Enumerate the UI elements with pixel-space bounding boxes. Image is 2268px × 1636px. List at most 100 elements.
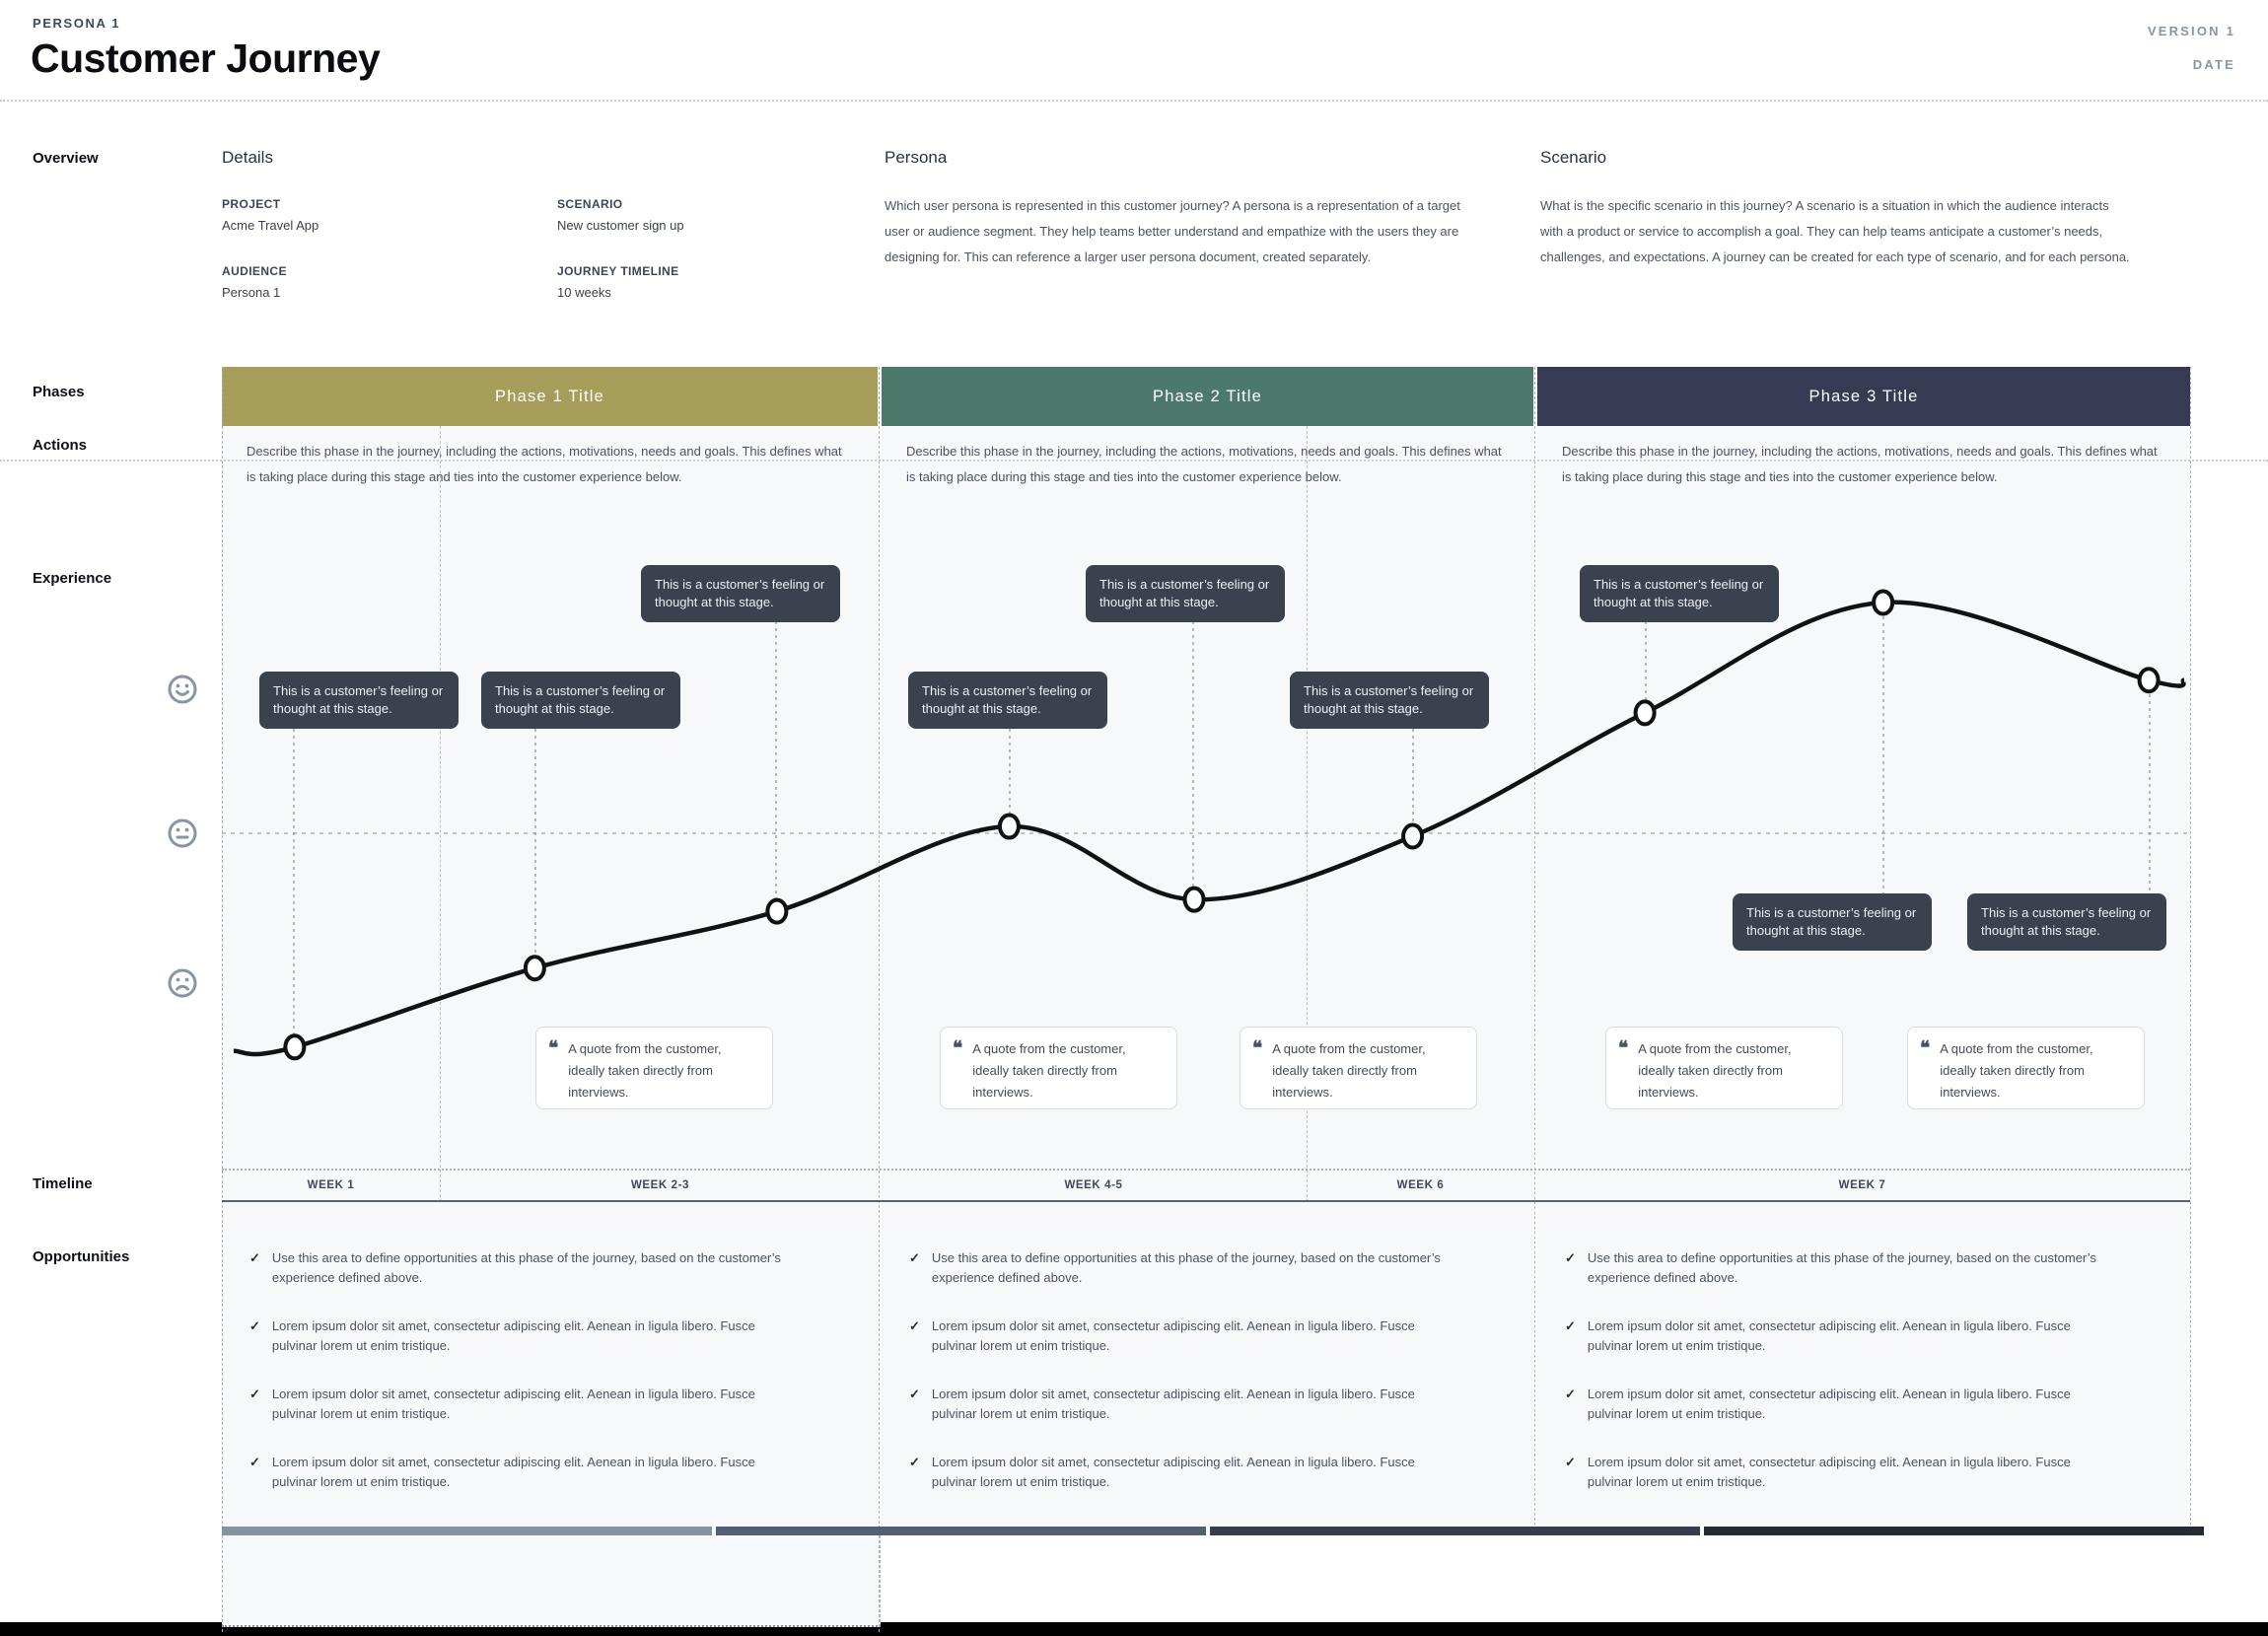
check-icon: ✓ xyxy=(249,1250,260,1265)
page-title[interactable]: Customer Journey xyxy=(31,36,381,81)
timeline-cell-week6[interactable]: WEEK 6 xyxy=(1307,1169,1534,1202)
timeline-cell-week1[interactable]: WEEK 1 xyxy=(222,1169,440,1202)
phase2-3-boundary xyxy=(1534,367,1535,1535)
check-icon: ✓ xyxy=(249,1318,260,1333)
curve-point[interactable] xyxy=(997,813,1021,840)
actions-row-guide xyxy=(0,460,2268,462)
opportunity-item[interactable]: ✓ Use this area to define opportunities … xyxy=(249,1248,785,1288)
week2-3-label: WEEK 2-3 xyxy=(630,1179,690,1191)
feeling-tooltip-1[interactable]: This is a customer’s feeling or thought … xyxy=(259,672,459,729)
field-journey-timeline[interactable]: JOURNEY TIMELINE 10 weeks xyxy=(557,264,679,300)
feeling-tooltip-3[interactable]: This is a customer’s feeling or thought … xyxy=(641,565,840,622)
timeline-cell-week2-3[interactable]: WEEK 2-3 xyxy=(440,1169,881,1202)
phase3-title: Phase 3 Title xyxy=(1808,387,1919,405)
quote-text: A quote from the customer, ideally taken… xyxy=(1272,1041,1426,1100)
phase3-actions-description[interactable]: Describe this phase in the journey, incl… xyxy=(1562,444,2158,484)
feeling-tooltip-6[interactable]: This is a customer’s feeling or thought … xyxy=(1290,672,1489,729)
phase2-actions-description[interactable]: Describe this phase in the journey, incl… xyxy=(906,444,1502,484)
week1-2-boundary xyxy=(440,426,441,1202)
field-journey-timeline-value[interactable]: 10 weeks xyxy=(557,285,611,300)
opportunity-item[interactable]: ✓ Lorem ipsum dolor sit amet, consectetu… xyxy=(249,1316,785,1356)
happy-face-icon xyxy=(168,675,197,709)
quote-card-3[interactable]: ❝ A quote from the customer, ideally tak… xyxy=(1240,1027,1477,1109)
check-icon: ✓ xyxy=(249,1387,260,1401)
curve-point[interactable] xyxy=(2137,667,2161,694)
footer-segment-3 xyxy=(1210,1527,1700,1535)
content-left-guide xyxy=(222,367,223,1632)
scenario-description[interactable]: What is the specific scenario in this jo… xyxy=(1540,198,2130,264)
phase1-actions-description[interactable]: Describe this phase in the journey, incl… xyxy=(247,444,842,484)
curve-point[interactable] xyxy=(765,897,789,925)
week1-label: WEEK 1 xyxy=(307,1179,355,1191)
curve-point[interactable] xyxy=(283,1033,307,1061)
curve-point[interactable] xyxy=(523,955,546,982)
field-audience-label: AUDIENCE xyxy=(222,264,287,278)
opportunity-item[interactable]: ✓ Use this area to define opportunities … xyxy=(1565,1248,2100,1288)
phase1-header[interactable]: Phase 1 Title xyxy=(222,367,878,426)
phase1-opportunities: ✓ Use this area to define opportunities … xyxy=(249,1248,785,1521)
quote-icon: ❝ xyxy=(953,1038,963,1059)
date-label[interactable]: DATE xyxy=(2192,57,2235,72)
opportunity-item[interactable]: ✓ Lorem ipsum dolor sit amet, consectetu… xyxy=(249,1385,785,1424)
curve-point[interactable] xyxy=(1401,822,1425,850)
curve-point[interactable] xyxy=(1633,699,1657,727)
opportunity-item[interactable]: ✓ Use this area to define opportunities … xyxy=(909,1248,1445,1288)
timeline-cell-week4-5[interactable]: WEEK 4-5 xyxy=(881,1169,1307,1202)
field-project-value[interactable]: Acme Travel App xyxy=(222,218,319,233)
week7-label: WEEK 7 xyxy=(1838,1179,1886,1191)
quote-card-1[interactable]: ❝ A quote from the customer, ideally tak… xyxy=(535,1027,773,1109)
phase1-2-boundary xyxy=(879,367,880,1632)
field-journey-timeline-label: JOURNEY TIMELINE xyxy=(557,264,679,278)
quote-text: A quote from the customer, ideally taken… xyxy=(1940,1041,2093,1100)
version-label[interactable]: VERSION 1 xyxy=(2147,24,2235,38)
field-audience-value[interactable]: Persona 1 xyxy=(222,285,281,300)
opportunity-item[interactable]: ✓ Lorem ipsum dolor sit amet, consectetu… xyxy=(909,1453,1445,1492)
row-label-actions: Actions xyxy=(33,437,88,454)
neutral-face-icon xyxy=(168,818,197,853)
persona-description[interactable]: Which user persona is represented in thi… xyxy=(885,198,1460,264)
check-icon: ✓ xyxy=(1565,1318,1576,1333)
tooltip-leader-lines xyxy=(293,603,2151,1047)
opportunity-item[interactable]: ✓ Lorem ipsum dolor sit amet, consectetu… xyxy=(1565,1453,2100,1492)
feeling-tooltip-7[interactable]: This is a customer’s feeling or thought … xyxy=(1580,565,1779,622)
opportunity-item[interactable]: ✓ Lorem ipsum dolor sit amet, consectetu… xyxy=(249,1453,785,1492)
phase2-header[interactable]: Phase 2 Title xyxy=(882,367,1533,426)
field-project[interactable]: PROJECT Acme Travel App xyxy=(222,197,319,233)
check-icon: ✓ xyxy=(1565,1387,1576,1401)
quote-card-4[interactable]: ❝ A quote from the customer, ideally tak… xyxy=(1605,1027,1843,1109)
quote-text: A quote from the customer, ideally taken… xyxy=(972,1041,1126,1100)
quote-icon: ❝ xyxy=(1252,1038,1263,1059)
field-project-label: PROJECT xyxy=(222,197,281,211)
feeling-tooltip-2[interactable]: This is a customer’s feeling or thought … xyxy=(481,672,680,729)
quote-icon: ❝ xyxy=(548,1038,559,1059)
timeline-top-border xyxy=(222,1169,2190,1171)
phase1-column-tail xyxy=(222,1535,881,1627)
check-icon: ✓ xyxy=(1565,1455,1576,1469)
curve-point[interactable] xyxy=(1872,589,1895,616)
feeling-tooltip-5[interactable]: This is a customer’s feeling or thought … xyxy=(1086,565,1285,622)
quote-card-2[interactable]: ❝ A quote from the customer, ideally tak… xyxy=(940,1027,1177,1109)
opportunity-item[interactable]: ✓ Lorem ipsum dolor sit amet, consectetu… xyxy=(1565,1316,2100,1356)
content-right-guide xyxy=(2190,367,2191,1535)
field-audience[interactable]: AUDIENCE Persona 1 xyxy=(222,264,287,300)
opportunity-item[interactable]: ✓ Lorem ipsum dolor sit amet, consectetu… xyxy=(1565,1385,2100,1424)
curve-point[interactable] xyxy=(1182,886,1206,913)
check-icon: ✓ xyxy=(909,1387,920,1401)
week4-5-label: WEEK 4-5 xyxy=(1064,1179,1123,1191)
opportunity-item[interactable]: ✓ Lorem ipsum dolor sit amet, consectetu… xyxy=(909,1385,1445,1424)
field-scenario-value[interactable]: New customer sign up xyxy=(557,218,684,233)
feeling-tooltip-9[interactable]: This is a customer’s feeling or thought … xyxy=(1967,893,2166,951)
persona-heading: Persona xyxy=(885,148,948,167)
quote-card-5[interactable]: ❝ A quote from the customer, ideally tak… xyxy=(1907,1027,2145,1109)
phase2-opportunities: ✓ Use this area to define opportunities … xyxy=(909,1248,1445,1521)
field-scenario[interactable]: SCENARIO New customer sign up xyxy=(557,197,684,233)
phase3-header[interactable]: Phase 3 Title xyxy=(1537,367,2190,426)
feeling-tooltip-4[interactable]: This is a customer’s feeling or thought … xyxy=(908,672,1107,729)
check-icon: ✓ xyxy=(249,1455,260,1469)
footer-segment-2 xyxy=(716,1527,1206,1535)
feeling-tooltip-8[interactable]: This is a customer’s feeling or thought … xyxy=(1733,893,1932,951)
experience-curve[interactable] xyxy=(233,589,2186,1061)
opportunity-item[interactable]: ✓ Lorem ipsum dolor sit amet, consectetu… xyxy=(909,1316,1445,1356)
timeline-cell-week7[interactable]: WEEK 7 xyxy=(1534,1169,2190,1202)
